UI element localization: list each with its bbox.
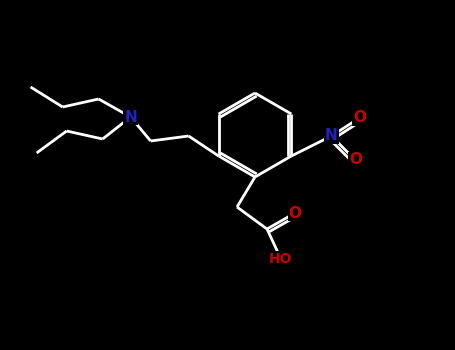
- Text: HO: HO: [269, 252, 293, 266]
- Text: O: O: [353, 111, 366, 126]
- Text: N: N: [124, 110, 137, 125]
- Text: O: O: [288, 205, 302, 220]
- Text: N: N: [325, 128, 338, 143]
- Text: O: O: [349, 153, 362, 168]
